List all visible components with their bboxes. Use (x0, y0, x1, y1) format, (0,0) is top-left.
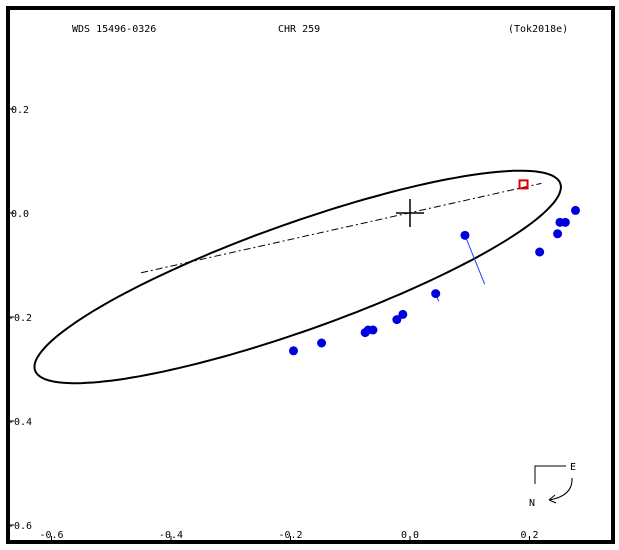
residual-line (464, 235, 486, 285)
plot-marks (33, 169, 581, 385)
compass-east-label: E (570, 462, 576, 473)
observation-point (571, 205, 581, 215)
line-of-nodes (141, 182, 542, 274)
primary-star-marker (396, 199, 424, 227)
y-tick-label: -0.4 (8, 417, 32, 428)
y-tick-label: -0.6 (8, 521, 32, 532)
compass-arrowhead (548, 494, 557, 504)
observation-point (288, 346, 298, 356)
compass-north-label: N (529, 498, 535, 509)
x-tick-label: -0.2 (278, 530, 302, 541)
predicted-position-marker (518, 179, 529, 190)
observation-point (431, 289, 441, 299)
observation-point (553, 229, 563, 239)
compass-arrow (548, 477, 573, 501)
observation-point (560, 217, 570, 227)
y-tick-label: 0.0 (11, 209, 29, 220)
compass-rose: E N (529, 462, 576, 509)
orbit-ellipse (33, 169, 562, 385)
compass-east-line (534, 465, 566, 484)
header-left: WDS 15496-0326 (72, 24, 156, 35)
y-tick-label: 0.2 (11, 105, 29, 116)
axis-ticks: -0.6 -0.4 -0.2 0.0 0.2 0.2 0.0 -0.2 -0.4 -0.6 (8, 105, 539, 542)
header-right: (Tok2018e) (508, 24, 568, 35)
x-tick-label: -0.4 (159, 530, 183, 541)
observation-point (392, 315, 402, 325)
observation-point (317, 338, 327, 348)
observation-point (535, 247, 545, 257)
observation-point (460, 230, 470, 240)
observation-point (398, 309, 408, 319)
x-tick-label: -0.6 (39, 530, 63, 541)
plot-frame (6, 6, 615, 544)
header-center: CHR 259 (278, 24, 320, 35)
observation-point (368, 325, 378, 335)
y-tick-label: -0.2 (8, 313, 32, 324)
x-tick-label: 0.0 (401, 530, 419, 541)
x-tick-label: 0.2 (520, 530, 538, 541)
